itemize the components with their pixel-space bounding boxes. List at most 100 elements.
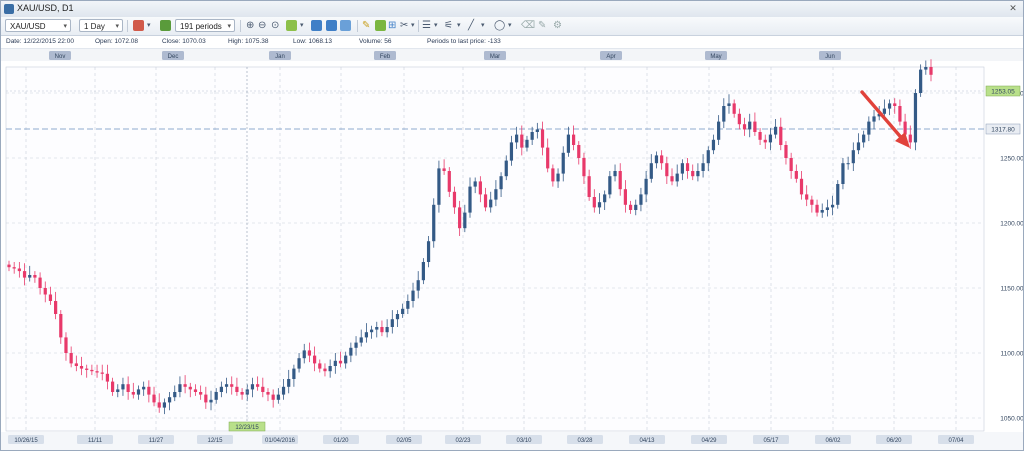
bullish-candle[interactable]	[281, 386, 286, 395]
bearish-candle[interactable]	[660, 155, 664, 164]
eraser-icon[interactable]: ✎	[538, 20, 547, 31]
bearish-candle[interactable]	[794, 171, 798, 179]
bullish-candle[interactable]	[913, 93, 918, 143]
bullish-candle[interactable]	[820, 210, 824, 213]
bearish-candle[interactable]	[758, 132, 762, 140]
bearish-candle[interactable]	[478, 181, 482, 195]
zoom-in-icon[interactable]: ⊕	[246, 20, 255, 31]
bullish-candle[interactable]	[489, 199, 493, 208]
chevron-down-icon[interactable]: ▾	[481, 22, 485, 29]
bearish-candle[interactable]	[452, 191, 457, 208]
bearish-candle[interactable]	[79, 366, 84, 369]
chevron-down-icon[interactable]: ▾	[411, 22, 415, 29]
bullish-candle[interactable]	[680, 163, 684, 174]
bearish-candle[interactable]	[483, 194, 488, 208]
bearish-candle[interactable]	[338, 360, 343, 364]
bullish-candle[interactable]	[411, 290, 415, 301]
bullish-candle[interactable]	[494, 189, 498, 200]
tools-icon[interactable]: ✂	[400, 20, 409, 31]
bullish-candle[interactable]	[924, 67, 928, 70]
bullish-candle[interactable]	[359, 337, 363, 343]
bullish-candle[interactable]	[219, 386, 223, 392]
bullish-candle[interactable]	[369, 329, 374, 333]
bullish-candle[interactable]	[603, 194, 607, 203]
bearish-candle[interactable]	[810, 199, 814, 205]
bearish-candle[interactable]	[126, 384, 130, 392]
bullish-candle[interactable]	[867, 121, 871, 135]
bullish-candle[interactable]	[877, 113, 881, 117]
bearish-candle[interactable]	[805, 194, 809, 200]
bullish-candle[interactable]	[344, 355, 348, 364]
bearish-candle[interactable]	[898, 106, 902, 122]
bearish-candle[interactable]	[193, 389, 198, 392]
bearish-candle[interactable]	[908, 134, 912, 143]
bearish-candle[interactable]	[307, 350, 312, 356]
layout-icon[interactable]	[311, 20, 322, 31]
bearish-candle[interactable]	[618, 171, 622, 190]
bearish-candle[interactable]	[313, 355, 317, 364]
bearish-candle[interactable]	[152, 394, 156, 403]
indicator-icon[interactable]	[375, 20, 386, 31]
bullish-candle[interactable]	[825, 207, 830, 210]
bullish-candle[interactable]	[463, 212, 467, 229]
bullish-candle[interactable]	[722, 106, 726, 122]
bullish-candle[interactable]	[209, 399, 213, 403]
bearish-candle[interactable]	[183, 384, 187, 387]
bullish-candle[interactable]	[473, 181, 477, 187]
bearish-candle[interactable]	[577, 145, 581, 158]
bullish-candle[interactable]	[406, 301, 410, 309]
chart-type-icon[interactable]	[133, 20, 144, 31]
bearish-candle[interactable]	[815, 204, 819, 213]
bullish-candle[interactable]	[401, 308, 405, 314]
bearish-candle[interactable]	[623, 189, 627, 205]
bearish-candle[interactable]	[22, 271, 27, 278]
bullish-candle[interactable]	[214, 392, 218, 400]
bullish-candle[interactable]	[437, 168, 441, 205]
bearish-candle[interactable]	[893, 103, 897, 106]
bearish-candle[interactable]	[271, 394, 275, 400]
bearish-candle[interactable]	[95, 371, 99, 373]
bearish-candle[interactable]	[784, 145, 788, 158]
bullish-candle[interactable]	[836, 184, 840, 205]
bearish-candle[interactable]	[147, 386, 151, 395]
bearish-candle[interactable]	[582, 158, 586, 177]
bearish-candle[interactable]	[447, 171, 451, 192]
bullish-candle[interactable]	[556, 173, 560, 182]
trendline-icon[interactable]: ╱	[468, 20, 475, 31]
fibonacci-icon[interactable]: ⚟	[444, 20, 453, 31]
bullish-candle[interactable]	[862, 134, 866, 143]
plot-area[interactable]	[5, 66, 985, 432]
bullish-candle[interactable]	[297, 358, 301, 369]
bearish-candle[interactable]	[779, 126, 783, 145]
ellipse-icon[interactable]: ◯	[494, 20, 506, 31]
bullish-candle[interactable]	[841, 163, 845, 184]
bullish-candle[interactable]	[639, 194, 643, 205]
pencil-icon[interactable]: ✎	[362, 20, 371, 31]
timeframe-select[interactable]: 1 Day ▾	[79, 19, 123, 32]
bearish-candle[interactable]	[131, 392, 135, 395]
bullish-candle[interactable]	[851, 150, 855, 164]
bullish-candle[interactable]	[561, 152, 565, 174]
bearish-candle[interactable]	[59, 314, 63, 338]
bearish-candle[interactable]	[261, 386, 265, 392]
bearish-candle[interactable]	[458, 207, 462, 229]
bullish-candle[interactable]	[608, 176, 612, 195]
bullish-candle[interactable]	[768, 134, 773, 143]
bullish-candle[interactable]	[162, 402, 166, 408]
bearish-candle[interactable]	[204, 394, 208, 403]
bearish-candle[interactable]	[38, 277, 42, 288]
bullish-candle[interactable]	[654, 155, 659, 164]
bearish-candle[interactable]	[442, 168, 446, 171]
bearish-candle[interactable]	[48, 294, 53, 302]
bearish-candle[interactable]	[318, 363, 322, 369]
symbol-select[interactable]: XAU/USD ▾	[5, 19, 71, 32]
bullish-candle[interactable]	[136, 389, 141, 395]
bearish-candle[interactable]	[737, 113, 741, 125]
bearish-candle[interactable]	[199, 392, 203, 395]
bearish-candle[interactable]	[157, 402, 161, 408]
bearish-candle[interactable]	[670, 176, 674, 182]
bullish-candle[interactable]	[613, 171, 617, 177]
bearish-candle[interactable]	[380, 327, 384, 333]
bearish-candle[interactable]	[64, 337, 68, 353]
template-icon[interactable]	[340, 20, 351, 31]
